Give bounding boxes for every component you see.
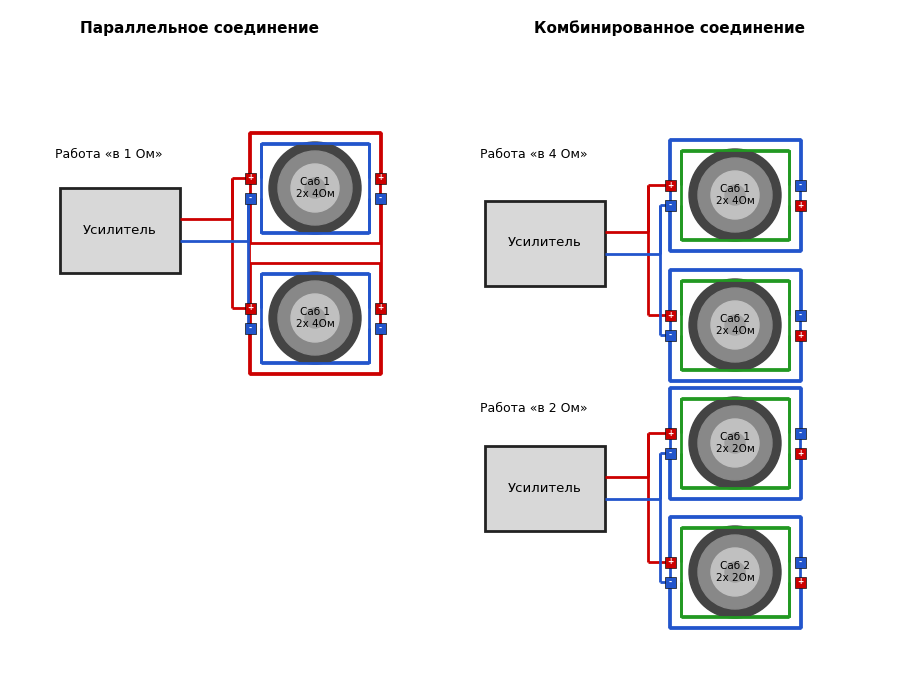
FancyBboxPatch shape: [245, 172, 256, 183]
Text: Саб 2
2х 4Ом: Саб 2 2х 4Ом: [716, 314, 754, 336]
Circle shape: [698, 406, 772, 480]
Circle shape: [278, 151, 352, 225]
FancyBboxPatch shape: [374, 172, 385, 183]
FancyBboxPatch shape: [795, 199, 806, 210]
Circle shape: [269, 142, 361, 234]
Circle shape: [689, 397, 781, 489]
Text: Саб 1
2х 4Ом: Саб 1 2х 4Ом: [295, 307, 335, 329]
Circle shape: [725, 315, 745, 335]
FancyBboxPatch shape: [795, 180, 806, 191]
Circle shape: [305, 178, 325, 198]
Text: -: -: [798, 429, 802, 437]
FancyBboxPatch shape: [374, 302, 385, 314]
Circle shape: [278, 281, 352, 355]
FancyBboxPatch shape: [670, 388, 800, 498]
Text: +: +: [377, 304, 383, 312]
FancyBboxPatch shape: [664, 448, 676, 458]
Text: +: +: [667, 180, 673, 189]
Text: -: -: [798, 558, 802, 566]
FancyBboxPatch shape: [245, 322, 256, 333]
FancyBboxPatch shape: [250, 133, 380, 243]
Circle shape: [698, 288, 772, 362]
FancyBboxPatch shape: [664, 199, 676, 210]
FancyBboxPatch shape: [795, 329, 806, 341]
FancyBboxPatch shape: [245, 302, 256, 314]
Circle shape: [305, 308, 325, 328]
Circle shape: [711, 171, 759, 219]
Text: Работа «в 4 Ом»: Работа «в 4 Ом»: [480, 149, 588, 162]
Text: +: +: [247, 174, 253, 183]
FancyBboxPatch shape: [664, 310, 676, 320]
Circle shape: [698, 158, 772, 232]
FancyBboxPatch shape: [795, 448, 806, 458]
FancyBboxPatch shape: [664, 577, 676, 587]
FancyBboxPatch shape: [60, 187, 180, 272]
Circle shape: [698, 535, 772, 609]
Text: -: -: [378, 324, 382, 333]
Text: +: +: [796, 331, 803, 339]
Circle shape: [689, 279, 781, 371]
Text: -: -: [378, 193, 382, 203]
Text: -: -: [669, 331, 671, 339]
FancyBboxPatch shape: [245, 193, 256, 203]
Circle shape: [711, 301, 759, 349]
Text: +: +: [667, 310, 673, 320]
FancyBboxPatch shape: [485, 201, 605, 285]
Text: -: -: [798, 180, 802, 189]
Text: Усилитель: Усилитель: [508, 481, 582, 495]
Circle shape: [711, 419, 759, 467]
Circle shape: [689, 149, 781, 241]
FancyBboxPatch shape: [670, 140, 800, 250]
FancyBboxPatch shape: [670, 517, 800, 627]
Text: -: -: [669, 201, 671, 210]
FancyBboxPatch shape: [485, 445, 605, 531]
Text: +: +: [377, 174, 383, 183]
FancyBboxPatch shape: [664, 180, 676, 191]
Circle shape: [689, 526, 781, 618]
Text: Усилитель: Усилитель: [508, 237, 582, 249]
Text: +: +: [667, 558, 673, 566]
FancyBboxPatch shape: [670, 270, 800, 380]
Text: +: +: [796, 201, 803, 210]
Text: +: +: [667, 429, 673, 437]
Text: Работа «в 2 Ом»: Работа «в 2 Ом»: [480, 402, 588, 414]
Text: -: -: [248, 193, 252, 203]
FancyBboxPatch shape: [795, 577, 806, 587]
Circle shape: [725, 185, 745, 205]
Text: Усилитель: Усилитель: [83, 224, 157, 237]
FancyBboxPatch shape: [250, 263, 380, 373]
Text: Параллельное соединение: Параллельное соединение: [80, 20, 320, 36]
Circle shape: [291, 294, 339, 342]
Text: -: -: [798, 310, 802, 320]
Text: +: +: [796, 577, 803, 587]
Text: -: -: [669, 448, 671, 458]
Text: Саб 1
2х 4Ом: Саб 1 2х 4Ом: [295, 177, 335, 199]
Circle shape: [291, 164, 339, 212]
Circle shape: [269, 272, 361, 364]
FancyBboxPatch shape: [795, 310, 806, 320]
Text: +: +: [796, 448, 803, 458]
FancyBboxPatch shape: [795, 427, 806, 439]
FancyBboxPatch shape: [664, 556, 676, 567]
FancyBboxPatch shape: [664, 329, 676, 341]
Text: Комбинированное соединение: Комбинированное соединение: [535, 20, 806, 36]
Circle shape: [725, 433, 745, 453]
FancyBboxPatch shape: [374, 322, 385, 333]
FancyBboxPatch shape: [664, 427, 676, 439]
Text: +: +: [247, 304, 253, 312]
Text: Саб 2
2х 2Ом: Саб 2 2х 2Ом: [716, 561, 754, 583]
Text: -: -: [669, 577, 671, 587]
Text: Работа «в 1 Ом»: Работа «в 1 Ом»: [55, 149, 163, 162]
FancyBboxPatch shape: [795, 556, 806, 567]
FancyBboxPatch shape: [374, 193, 385, 203]
Circle shape: [725, 562, 745, 582]
Text: Саб 1
2х 4Ом: Саб 1 2х 4Ом: [716, 184, 754, 206]
Text: Саб 1
2х 2Ом: Саб 1 2х 2Ом: [716, 432, 754, 454]
Circle shape: [711, 548, 759, 596]
Text: -: -: [248, 324, 252, 333]
